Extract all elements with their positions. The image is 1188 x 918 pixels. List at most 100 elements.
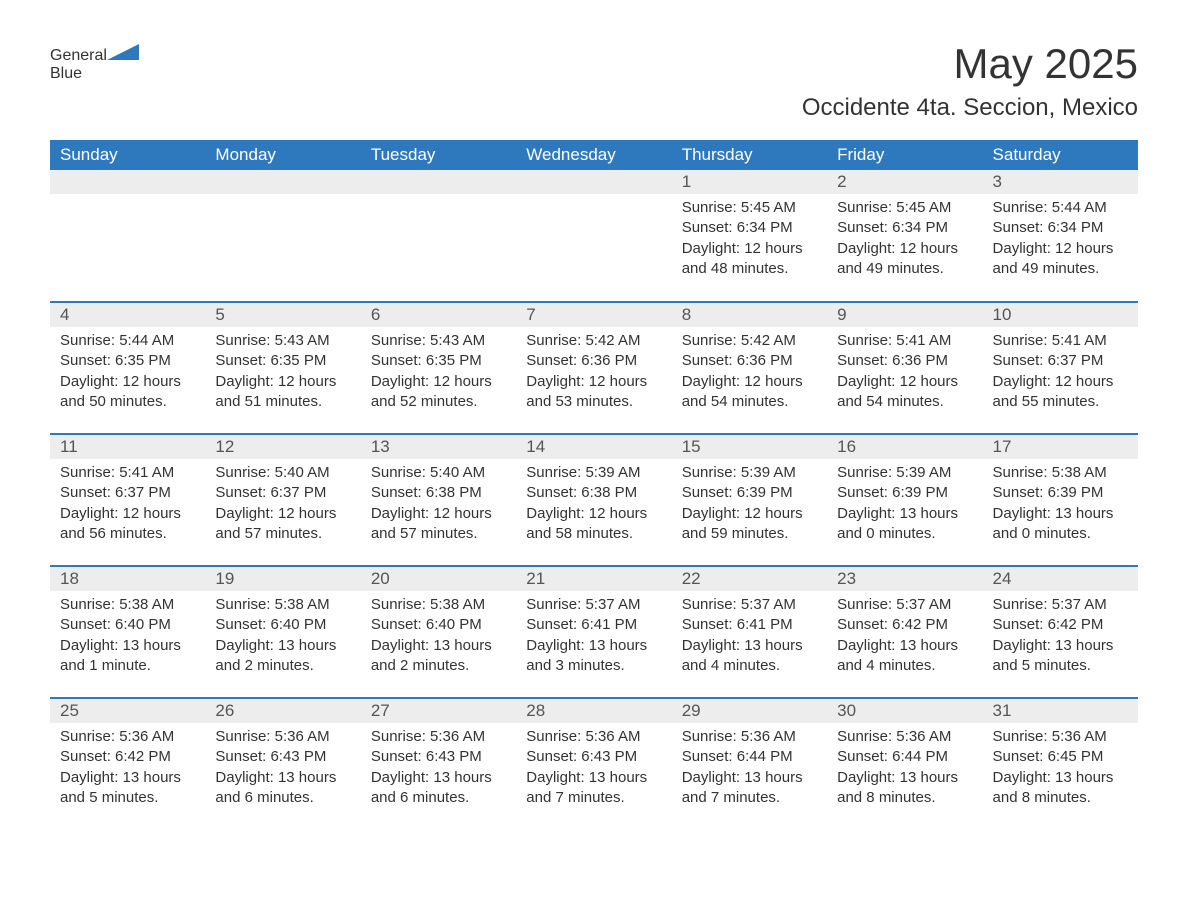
day-details: Sunrise: 5:37 AMSunset: 6:42 PMDaylight:… (827, 591, 982, 682)
calendar-day-cell: 29Sunrise: 5:36 AMSunset: 6:44 PMDayligh… (672, 698, 827, 830)
day-number-bar: 9 (827, 303, 982, 327)
sunrise-text: Sunrise: 5:36 AM (215, 727, 350, 747)
sunrise-text: Sunrise: 5:43 AM (215, 331, 350, 351)
weekday-header: Monday (205, 140, 360, 170)
daylight-text: Daylight: 12 hours and 54 minutes. (837, 372, 972, 413)
daylight-text: Daylight: 13 hours and 4 minutes. (837, 636, 972, 677)
day-details: Sunrise: 5:41 AMSunset: 6:37 PMDaylight:… (983, 327, 1138, 418)
day-number-bar: 31 (983, 699, 1138, 723)
calendar-week-row: 18Sunrise: 5:38 AMSunset: 6:40 PMDayligh… (50, 566, 1138, 698)
calendar-day-cell: 22Sunrise: 5:37 AMSunset: 6:41 PMDayligh… (672, 566, 827, 698)
location-subtitle: Occidente 4ta. Seccion, Mexico (802, 94, 1138, 122)
sunrise-text: Sunrise: 5:36 AM (837, 727, 972, 747)
day-details: Sunrise: 5:37 AMSunset: 6:41 PMDaylight:… (516, 591, 671, 682)
daylight-text: Daylight: 12 hours and 49 minutes. (837, 239, 972, 280)
day-details: Sunrise: 5:42 AMSunset: 6:36 PMDaylight:… (672, 327, 827, 418)
sunrise-text: Sunrise: 5:42 AM (682, 331, 817, 351)
day-number-bar: 5 (205, 303, 360, 327)
sunset-text: Sunset: 6:39 PM (682, 483, 817, 503)
sunrise-text: Sunrise: 5:39 AM (837, 463, 972, 483)
day-details: Sunrise: 5:36 AMSunset: 6:42 PMDaylight:… (50, 723, 205, 814)
daylight-text: Daylight: 12 hours and 50 minutes. (60, 372, 195, 413)
calendar-week-row: 11Sunrise: 5:41 AMSunset: 6:37 PMDayligh… (50, 434, 1138, 566)
calendar-day-cell (361, 170, 516, 302)
sunrise-text: Sunrise: 5:38 AM (993, 463, 1128, 483)
day-number-bar: 3 (983, 170, 1138, 194)
day-details: Sunrise: 5:42 AMSunset: 6:36 PMDaylight:… (516, 327, 671, 418)
day-number-bar: 12 (205, 435, 360, 459)
day-number-bar: 23 (827, 567, 982, 591)
daylight-text: Daylight: 13 hours and 0 minutes. (837, 504, 972, 545)
weekday-header: Wednesday (516, 140, 671, 170)
day-details: Sunrise: 5:36 AMSunset: 6:43 PMDaylight:… (361, 723, 516, 814)
day-details: Sunrise: 5:40 AMSunset: 6:37 PMDaylight:… (205, 459, 360, 550)
month-title: May 2025 (802, 40, 1138, 88)
day-details: Sunrise: 5:39 AMSunset: 6:39 PMDaylight:… (827, 459, 982, 550)
day-details: Sunrise: 5:44 AMSunset: 6:34 PMDaylight:… (983, 194, 1138, 285)
sunrise-text: Sunrise: 5:45 AM (837, 198, 972, 218)
day-number-bar: 17 (983, 435, 1138, 459)
daylight-text: Daylight: 12 hours and 57 minutes. (371, 504, 506, 545)
sunrise-text: Sunrise: 5:43 AM (371, 331, 506, 351)
day-details: Sunrise: 5:43 AMSunset: 6:35 PMDaylight:… (361, 327, 516, 418)
sunrise-text: Sunrise: 5:36 AM (371, 727, 506, 747)
calendar-day-cell: 27Sunrise: 5:36 AMSunset: 6:43 PMDayligh… (361, 698, 516, 830)
page-header: General Blue May 2025 Occidente 4ta. Sec… (50, 40, 1138, 122)
day-number-bar: 2 (827, 170, 982, 194)
sunset-text: Sunset: 6:34 PM (837, 218, 972, 238)
sunset-text: Sunset: 6:42 PM (60, 747, 195, 767)
daylight-text: Daylight: 12 hours and 49 minutes. (993, 239, 1128, 280)
day-number-bar: 8 (672, 303, 827, 327)
sunset-text: Sunset: 6:35 PM (60, 351, 195, 371)
sunset-text: Sunset: 6:36 PM (682, 351, 817, 371)
daylight-text: Daylight: 13 hours and 7 minutes. (526, 768, 661, 809)
calendar-day-cell: 19Sunrise: 5:38 AMSunset: 6:40 PMDayligh… (205, 566, 360, 698)
sunrise-text: Sunrise: 5:41 AM (60, 463, 195, 483)
day-details: Sunrise: 5:45 AMSunset: 6:34 PMDaylight:… (672, 194, 827, 285)
daylight-text: Daylight: 13 hours and 1 minute. (60, 636, 195, 677)
day-number-bar: 27 (361, 699, 516, 723)
daylight-text: Daylight: 13 hours and 8 minutes. (993, 768, 1128, 809)
daylight-text: Daylight: 13 hours and 4 minutes. (682, 636, 817, 677)
sunset-text: Sunset: 6:43 PM (215, 747, 350, 767)
day-details: Sunrise: 5:37 AMSunset: 6:41 PMDaylight:… (672, 591, 827, 682)
sunset-text: Sunset: 6:34 PM (993, 218, 1128, 238)
sunset-text: Sunset: 6:38 PM (371, 483, 506, 503)
sunset-text: Sunset: 6:35 PM (215, 351, 350, 371)
day-number-bar: 6 (361, 303, 516, 327)
sunset-text: Sunset: 6:40 PM (215, 615, 350, 635)
sunset-text: Sunset: 6:37 PM (215, 483, 350, 503)
day-number-bar: 16 (827, 435, 982, 459)
sunrise-text: Sunrise: 5:38 AM (215, 595, 350, 615)
sunrise-text: Sunrise: 5:38 AM (371, 595, 506, 615)
day-number-bar (50, 170, 205, 194)
calendar-day-cell: 10Sunrise: 5:41 AMSunset: 6:37 PMDayligh… (983, 302, 1138, 434)
sunrise-text: Sunrise: 5:44 AM (993, 198, 1128, 218)
day-number-bar: 7 (516, 303, 671, 327)
calendar-day-cell: 8Sunrise: 5:42 AMSunset: 6:36 PMDaylight… (672, 302, 827, 434)
sunrise-text: Sunrise: 5:45 AM (682, 198, 817, 218)
daylight-text: Daylight: 12 hours and 48 minutes. (682, 239, 817, 280)
sunrise-text: Sunrise: 5:37 AM (682, 595, 817, 615)
sunrise-text: Sunrise: 5:44 AM (60, 331, 195, 351)
day-details: Sunrise: 5:38 AMSunset: 6:40 PMDaylight:… (205, 591, 360, 682)
day-details: Sunrise: 5:36 AMSunset: 6:45 PMDaylight:… (983, 723, 1138, 814)
calendar-day-cell (205, 170, 360, 302)
sunset-text: Sunset: 6:38 PM (526, 483, 661, 503)
calendar-day-cell: 23Sunrise: 5:37 AMSunset: 6:42 PMDayligh… (827, 566, 982, 698)
daylight-text: Daylight: 12 hours and 52 minutes. (371, 372, 506, 413)
day-details: Sunrise: 5:36 AMSunset: 6:44 PMDaylight:… (827, 723, 982, 814)
day-details: Sunrise: 5:38 AMSunset: 6:40 PMDaylight:… (361, 591, 516, 682)
sunset-text: Sunset: 6:43 PM (371, 747, 506, 767)
sunset-text: Sunset: 6:43 PM (526, 747, 661, 767)
sunset-text: Sunset: 6:41 PM (526, 615, 661, 635)
sunset-text: Sunset: 6:40 PM (60, 615, 195, 635)
sunrise-text: Sunrise: 5:36 AM (60, 727, 195, 747)
day-number-bar: 4 (50, 303, 205, 327)
day-number-bar: 10 (983, 303, 1138, 327)
day-number-bar: 18 (50, 567, 205, 591)
day-details: Sunrise: 5:39 AMSunset: 6:39 PMDaylight:… (672, 459, 827, 550)
daylight-text: Daylight: 12 hours and 57 minutes. (215, 504, 350, 545)
calendar-day-cell: 30Sunrise: 5:36 AMSunset: 6:44 PMDayligh… (827, 698, 982, 830)
day-number-bar: 13 (361, 435, 516, 459)
